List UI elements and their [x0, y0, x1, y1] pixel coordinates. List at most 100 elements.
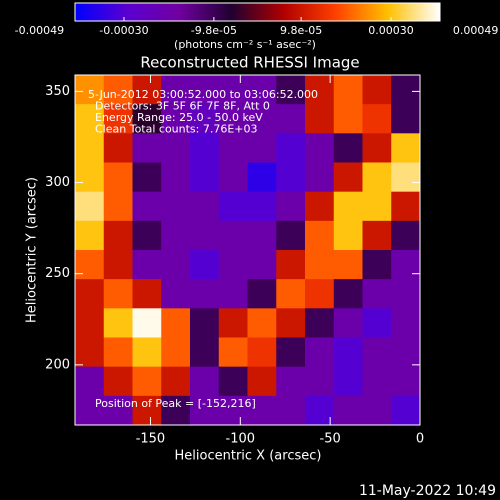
heatmap-cell	[391, 220, 421, 251]
heatmap-cell	[305, 75, 335, 105]
heatmap-cell	[103, 133, 133, 163]
heatmap-cell	[333, 250, 363, 280]
heatmap-cell	[190, 162, 220, 193]
heatmap-cell	[75, 75, 105, 105]
heatmap-cell	[305, 279, 335, 309]
colorbar-label: (photons cm⁻² s⁻¹ asec⁻²)	[174, 38, 316, 51]
heatmap-cell	[305, 191, 335, 222]
heatmap-cell	[161, 162, 191, 193]
x-tick-label: -100	[226, 432, 256, 447]
colorbar-tick-label: 9.8e-05	[280, 24, 322, 37]
heatmap-cell	[247, 162, 277, 193]
heatmap-cell	[362, 162, 392, 193]
peak-annotation: Position of Peak = [-152,216]	[95, 397, 256, 410]
heatmap-cell	[161, 308, 191, 338]
heatmap-cell	[362, 75, 392, 105]
heatmap-cell	[218, 220, 248, 251]
heatmap-cell	[391, 191, 421, 222]
heatmap-cell	[103, 191, 133, 222]
heatmap-cell	[362, 133, 392, 163]
heatmap-cell	[333, 279, 363, 309]
annotation: Detectors: 3F 5F 6F 7F 8F, Att 0	[95, 100, 270, 113]
heatmap-cell	[218, 395, 248, 426]
heatmap-cell	[305, 104, 335, 134]
heatmap-cell	[218, 162, 248, 193]
heatmap-cell	[276, 250, 306, 280]
heatmap-cell	[305, 162, 335, 193]
annotation: Energy Range: 25.0 - 50.0 keV	[95, 111, 263, 124]
heatmap-cell	[132, 162, 162, 193]
y-axis-label: Heliocentric Y (arcsec)	[25, 177, 40, 323]
heatmap-cell	[103, 220, 133, 251]
heatmap-cell	[333, 133, 363, 163]
heatmap-cell	[103, 250, 133, 280]
heatmap-cell	[276, 104, 306, 134]
colorbar-tick-label: 0.00030	[368, 24, 414, 37]
heatmap-cell	[190, 75, 220, 105]
heatmap-cell	[161, 104, 191, 134]
heatmap-cell	[161, 75, 191, 105]
heatmap-cell	[103, 279, 133, 309]
heatmap-cell	[132, 395, 162, 426]
annotation: 5-Jun-2012 03:00:52.000 to 03:06:52.000	[88, 88, 318, 101]
heatmap-cell	[362, 279, 392, 309]
heatmap-cell	[218, 308, 248, 338]
heatmap-cell	[75, 366, 105, 397]
y-tick-label: 350	[45, 84, 70, 99]
heatmap-cell	[276, 220, 306, 251]
heatmap-cell	[132, 220, 162, 251]
heatmap-cell	[276, 162, 306, 193]
heatmap-cell	[391, 395, 421, 426]
heatmap-cell	[247, 191, 277, 222]
heatmap-cell	[103, 337, 133, 368]
heatmap-cell	[161, 220, 191, 251]
heatmap-cell	[247, 133, 277, 163]
heatmap-cell	[161, 337, 191, 368]
heatmap-cell	[161, 133, 191, 163]
colorbar-tick-label: -9.8e-05	[191, 24, 237, 37]
heatmap-cell	[333, 395, 363, 426]
y-tick-label: 200	[45, 357, 70, 372]
heatmap-cell	[391, 75, 421, 105]
heatmap-cell	[247, 220, 277, 251]
heatmap-cell	[75, 279, 105, 309]
y-tick-label: 250	[45, 266, 70, 281]
heatmap-cell	[75, 337, 105, 368]
heatmap-cell	[190, 133, 220, 163]
heatmap-cell	[75, 191, 105, 222]
heatmap-cell	[362, 366, 392, 397]
heatmap-cell	[218, 250, 248, 280]
x-tick-label: 0	[416, 432, 424, 447]
heatmap-cell	[75, 162, 105, 193]
heatmap-cell	[132, 75, 162, 105]
heatmap-cell	[218, 133, 248, 163]
heatmap-cell	[75, 220, 105, 251]
heatmap-cell	[333, 308, 363, 338]
heatmap-cell	[391, 366, 421, 397]
heatmap-cell	[190, 104, 220, 134]
heatmap-cell	[103, 366, 133, 397]
y-tick-label: 300	[45, 175, 70, 190]
heatmap-cell	[75, 308, 105, 338]
colorbar	[74, 2, 441, 22]
heatmap-cell	[218, 279, 248, 309]
heatmap-cell	[391, 133, 421, 163]
heatmap-cell	[333, 75, 363, 105]
heatmap-cell	[305, 133, 335, 163]
heatmap-cell	[75, 395, 105, 426]
heatmap-cell	[391, 337, 421, 368]
heatmap-cell	[103, 308, 133, 338]
heatmap-cell	[305, 220, 335, 251]
heatmap-cell	[247, 75, 277, 105]
heatmap-cell	[132, 250, 162, 280]
heatmap-cell	[362, 395, 392, 426]
heatmap-cell	[276, 191, 306, 222]
heatmap-cell	[276, 337, 306, 368]
heatmap-cell	[362, 191, 392, 222]
heatmap-cell	[103, 104, 133, 134]
plot-frame	[74, 74, 421, 426]
chart-title: Reconstructed RHESSI Image	[140, 54, 359, 72]
heatmap-cell	[333, 220, 363, 251]
heatmap-cell	[247, 104, 277, 134]
